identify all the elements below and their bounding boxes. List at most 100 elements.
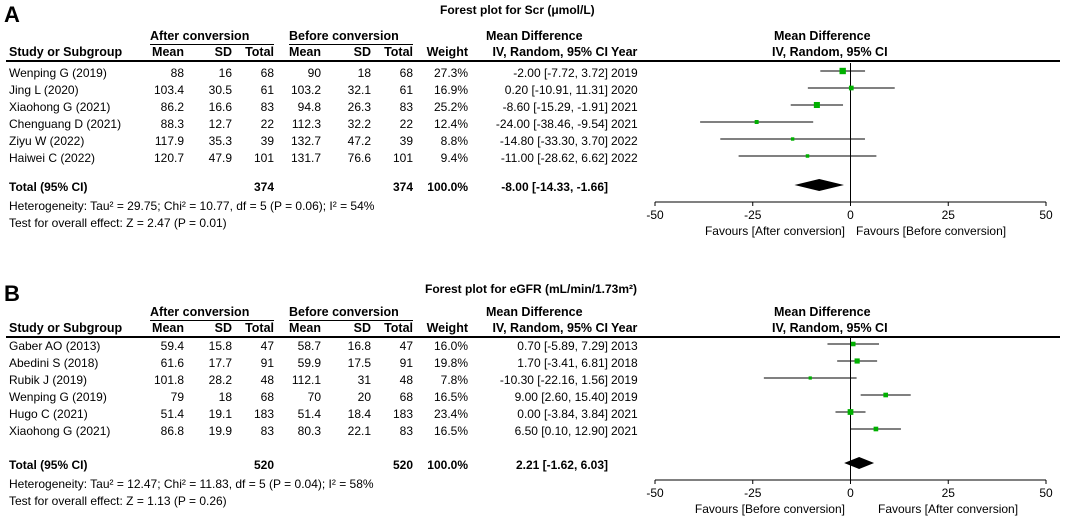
row-sd1: 47.9 [208, 151, 232, 165]
row-sd2: 31 [357, 373, 371, 387]
effect-marker [848, 85, 854, 91]
col-sd2: SD [353, 321, 371, 335]
row-mean1: 101.8 [153, 373, 184, 387]
row-sd2: 76.6 [347, 151, 371, 165]
heterogeneity-text: Heterogeneity: Tau² = 29.75; Chi² = 10.7… [9, 199, 375, 213]
pooled-diamond [844, 457, 875, 469]
row-sd2: 17.5 [347, 356, 371, 370]
panel-title: Forest plot for eGFR (mL/min/1.73m²) [425, 282, 638, 296]
row-sd1: 16.6 [208, 100, 232, 114]
col-total1: Total [245, 321, 274, 335]
row-study: Wenping G (2019) [9, 390, 107, 404]
effect-marker [790, 137, 795, 141]
row-sd1: 17.7 [208, 356, 232, 370]
row-year: 2020 [611, 83, 638, 97]
col-year: Year [611, 321, 638, 335]
row-sd2: 26.3 [347, 100, 371, 114]
row-total2: 47 [399, 339, 413, 353]
col-total2: Total [384, 321, 413, 335]
group2-underline [289, 320, 413, 321]
md-header: Mean Difference [486, 29, 583, 43]
row-sd2: 32.2 [347, 117, 371, 131]
row-study: Haiwei C (2022) [9, 151, 96, 165]
total-label: Total (95% CI) [9, 458, 88, 472]
row-study: Ziyu W (2022) [9, 134, 85, 148]
row-mean2: 80.3 [297, 424, 321, 438]
x-tick-label: -50 [646, 486, 664, 500]
row-mean1: 88.3 [160, 117, 184, 131]
row-sd2: 18 [357, 66, 371, 80]
col-sd2: SD [353, 45, 371, 59]
col-md-sub-plot: IV, Random, 95% CI [772, 45, 888, 59]
x-tick-label: 25 [942, 486, 956, 500]
row-total2: 83 [399, 100, 413, 114]
effect-marker [883, 392, 889, 398]
row-weight: 23.4% [433, 407, 468, 421]
row-sd1: 19.1 [208, 407, 232, 421]
row-mean2: 51.4 [297, 407, 321, 421]
row-total1: 48 [260, 373, 274, 387]
group1-underline [150, 44, 274, 45]
row-total2: 61 [399, 83, 413, 97]
row-year: 2013 [611, 339, 638, 353]
row-weight: 16.0% [433, 339, 468, 353]
group2-underline [289, 44, 413, 45]
col-sd1: SD [214, 45, 232, 59]
forest-plot-b: -50 -25 0 25 50 [646, 336, 1053, 500]
row-sd2: 22.1 [347, 424, 371, 438]
row-study: Xiaohong G (2021) [9, 424, 111, 438]
md-header-plot: Mean Difference [774, 29, 871, 43]
forest-panel-a: A Forest plot for Scr (μmol/L) After con… [4, 2, 1060, 238]
x-tick-label: 0 [847, 208, 854, 222]
row-total2: 48 [399, 373, 413, 387]
x-tick-label: -50 [646, 208, 664, 222]
x-tick-label: 50 [1039, 486, 1053, 500]
row-sd1: 30.5 [208, 83, 232, 97]
row-year: 2019 [611, 390, 638, 404]
row-weight: 9.4% [440, 151, 468, 165]
heterogeneity-text: Heterogeneity: Tau² = 12.47; Chi² = 11.8… [9, 477, 374, 491]
row-total1: 83 [260, 424, 274, 438]
forest-panel-b: B Forest plot for eGFR (mL/min/1.73m²) A… [0, 259, 1065, 518]
row-total2: 101 [392, 151, 413, 165]
overall-effect-text: Test for overall effect: Z = 2.47 (P = 0… [9, 216, 227, 230]
row-ci: 1.70 [-3.41, 6.81] [517, 356, 608, 370]
col-total1: Total [245, 45, 274, 59]
row-ci: 0.70 [-5.89, 7.29] [517, 339, 608, 353]
total-n2: 374 [392, 180, 413, 194]
group1-header: After conversion [150, 29, 250, 43]
row-ci: 0.00 [-3.84, 3.84] [517, 407, 608, 421]
row-study: Gaber AO (2013) [9, 339, 101, 353]
x-tick-label: 0 [847, 486, 854, 500]
col-mean1: Mean [152, 45, 184, 59]
row-ci: -2.00 [-7.72, 3.72] [513, 66, 608, 80]
row-mean2: 70 [307, 390, 321, 404]
col-study: Study or Subgroup [9, 321, 123, 335]
row-mean1: 88 [170, 66, 184, 80]
col-md-sub: IV, Random, 95% CI [492, 321, 608, 335]
row-mean2: 94.8 [297, 100, 321, 114]
panel-letter: A [4, 2, 20, 27]
row-weight: 12.4% [433, 117, 468, 131]
row-sd2: 18.4 [347, 407, 371, 421]
row-study: Abedini S (2018) [9, 356, 99, 370]
row-mean1: 86.8 [160, 424, 184, 438]
row-mean1: 51.4 [160, 407, 184, 421]
row-sd1: 19.9 [208, 424, 232, 438]
col-weight: Weight [426, 321, 468, 335]
favours-left: Favours [After conversion] [704, 224, 845, 238]
row-weight: 7.8% [440, 373, 468, 387]
row-study: Wenping G (2019) [9, 66, 107, 80]
row-sd2: 32.1 [347, 83, 371, 97]
total-weight: 100.0% [427, 180, 468, 194]
row-ci: -24.00 [-38.46, -9.54] [495, 117, 608, 131]
row-total2: 83 [399, 424, 413, 438]
row-mean1: 61.6 [160, 356, 184, 370]
row-year: 2018 [611, 356, 638, 370]
row-mean2: 131.7 [290, 151, 321, 165]
row-sd1: 16 [218, 66, 232, 80]
total-label: Total (95% CI) [9, 180, 88, 194]
row-year: 2022 [611, 134, 638, 148]
group2-header: Before conversion [289, 29, 399, 43]
row-sd1: 28.2 [208, 373, 232, 387]
